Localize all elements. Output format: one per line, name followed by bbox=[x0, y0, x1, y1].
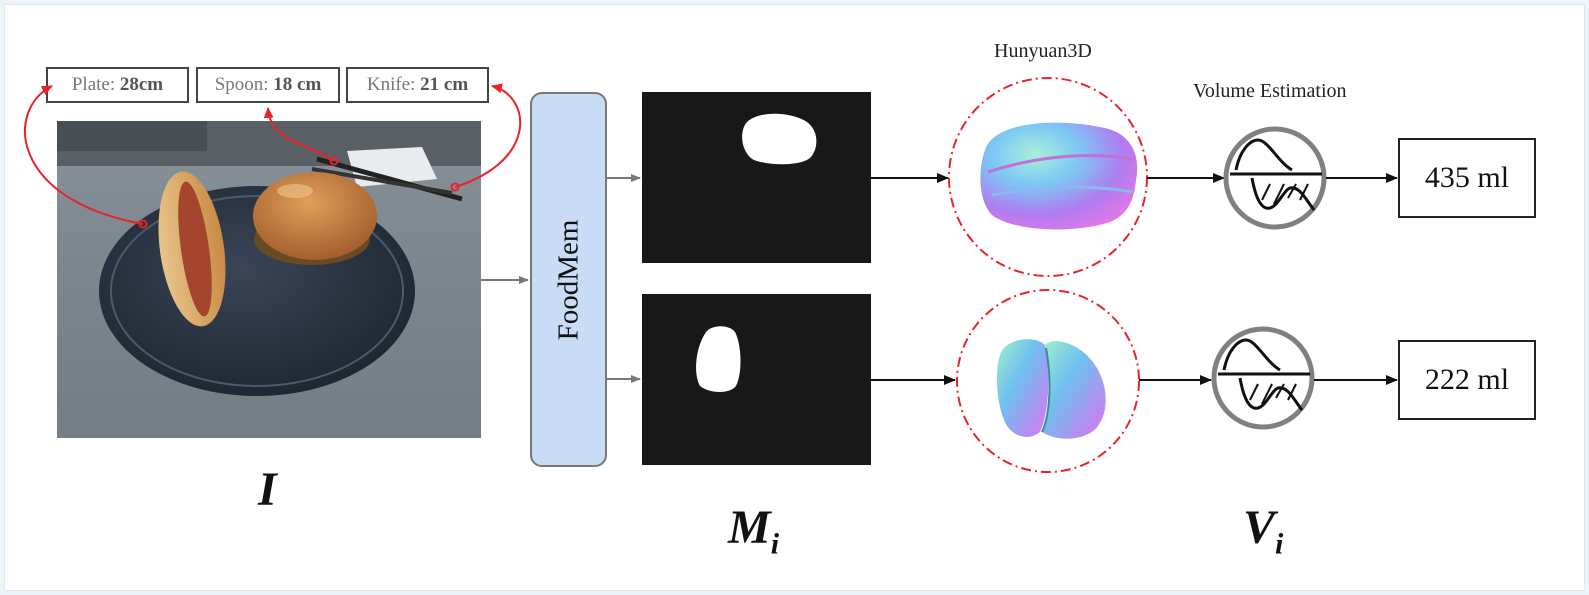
symbol-masks-base: M bbox=[728, 501, 771, 554]
output-volume-hotdog: 222 ml bbox=[1398, 340, 1536, 420]
hunyuan3d-label: Hunyuan3D bbox=[994, 40, 1092, 62]
burger-highlight bbox=[277, 184, 313, 198]
hotdog-3d-model bbox=[996, 339, 1106, 439]
background-chairs bbox=[57, 121, 207, 151]
symbol-volumes-base: V bbox=[1243, 501, 1276, 554]
foodmem-block: FoodMem bbox=[530, 92, 607, 467]
volume-estimation-icon-top bbox=[1223, 126, 1327, 230]
plate-reference-box: Plate: 28cm bbox=[46, 67, 189, 103]
spoon-marker bbox=[329, 156, 339, 166]
input-food-photo bbox=[57, 121, 481, 438]
burger-3d-model bbox=[980, 122, 1138, 230]
plate-reference-value: 28cm bbox=[119, 74, 164, 95]
mask-hotdog bbox=[642, 294, 871, 465]
symbol-image-text: I bbox=[258, 463, 277, 516]
symbol-masks-sub: i bbox=[770, 527, 780, 561]
symbol-masks: Mi bbox=[728, 500, 779, 562]
symbol-image: I bbox=[258, 462, 277, 517]
symbol-volumes-sub: i bbox=[1275, 527, 1284, 561]
spoon-shape bbox=[311, 167, 453, 195]
plate-reference-arrow bbox=[24, 85, 144, 225]
knife-marker bbox=[450, 182, 460, 192]
hotdog-sausage bbox=[178, 181, 212, 317]
knife-reference-box: Knife: 21 cm bbox=[346, 67, 489, 103]
mask-burger bbox=[642, 92, 871, 263]
volume-estimation-label: Volume Estimation bbox=[1193, 80, 1347, 102]
knife-reference-arrow bbox=[454, 83, 522, 188]
volume-estimation-icon-bottom bbox=[1211, 326, 1315, 430]
plate-reference-name: Plate: bbox=[71, 74, 116, 95]
spoon-reference-name: Spoon: bbox=[214, 74, 269, 95]
food-photo-illustration bbox=[57, 121, 481, 396]
mask-hotdog-shape bbox=[696, 326, 741, 392]
spoon-reference-value: 18 cm bbox=[273, 74, 322, 95]
output-volume-burger: 435 ml bbox=[1398, 138, 1536, 218]
spoon-reference-arrow bbox=[263, 107, 335, 162]
knife-reference-value: 21 cm bbox=[420, 74, 469, 95]
symbol-volumes: Vi bbox=[1243, 500, 1283, 562]
plate-rim bbox=[110, 195, 404, 387]
mask-burger-shape bbox=[742, 113, 817, 165]
spoon-reference-box: Spoon: 18 cm bbox=[196, 67, 340, 103]
knife-reference-name: Knife: bbox=[366, 74, 416, 95]
